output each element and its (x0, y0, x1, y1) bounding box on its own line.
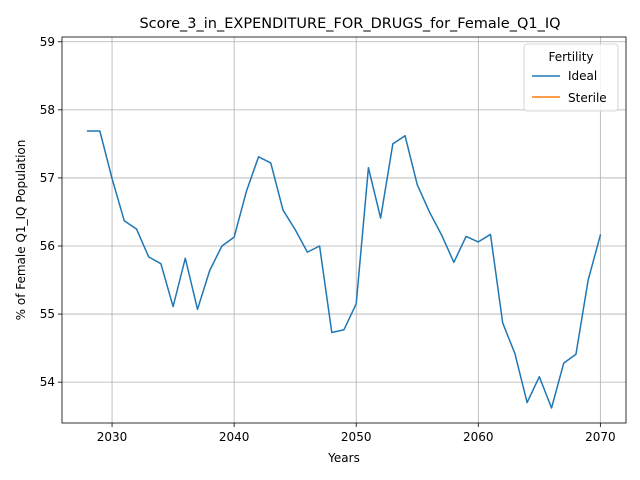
x-axis-label: Years (327, 451, 360, 465)
legend: Fertility Ideal Sterile (523, 43, 619, 112)
x-tick-label: 2060 (463, 430, 494, 444)
legend-label-sterile: Sterile (568, 91, 607, 105)
chart-title: Score_3_in_EXPENDITURE_FOR_DRUGS_for_Fem… (139, 16, 560, 32)
y-tick-label: 58 (40, 103, 55, 117)
y-tick-label: 59 (40, 35, 55, 49)
y-tick-label: 55 (40, 307, 55, 321)
x-tick-label: 2040 (219, 430, 250, 444)
legend-box (523, 43, 619, 112)
y-tick-label: 56 (40, 239, 55, 253)
x-tick-label: 2030 (97, 430, 128, 444)
x-tick-label: 2050 (341, 430, 372, 444)
y-axis-label: % of Female Q1_IQ Population (14, 140, 28, 321)
plot-area-frame (61, 36, 627, 424)
x-tick-label: 2070 (585, 430, 616, 444)
x-axis-ticks: 2030 2040 2050 2060 2070 (97, 423, 616, 444)
series-lines (86, 130, 602, 409)
y-axis-ticks: 54 55 56 57 58 59 (40, 35, 62, 389)
legend-title: Fertility (548, 50, 593, 64)
legend-label-ideal: Ideal (568, 69, 597, 83)
y-tick-label: 57 (40, 171, 55, 185)
y-tick-label: 54 (40, 375, 55, 389)
series-line-ideal (86, 130, 602, 409)
